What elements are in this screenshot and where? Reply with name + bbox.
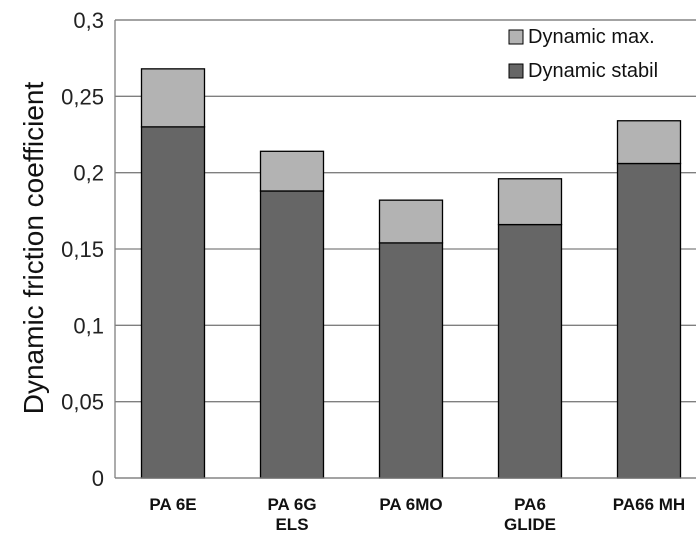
bars-layer <box>140 68 682 479</box>
ticks-layer: 0 0,05 0,1 0,15 0,2 0,25 0,3 PA 6E PA 6G ELS PA 6M… <box>61 8 685 534</box>
x-tick-label-line: PA6 <box>514 495 546 514</box>
x-tick-label: PA66 MH <box>613 495 685 514</box>
legend-label: Dynamic max. <box>528 26 655 48</box>
x-tick-label: PA6 GLIDE <box>504 495 556 534</box>
bar-segment-dynamic-stabil <box>140 126 206 479</box>
bar-segment-dynamic-max <box>497 178 563 226</box>
bar-segment-dynamic-stabil <box>259 190 325 479</box>
x-tick-label-line: PA 6MO <box>379 495 442 514</box>
x-tick-label-line: PA 6E <box>149 495 196 514</box>
y-axis-title: Dynamic friction coefficient <box>18 82 49 415</box>
x-tick-label-line: ELS <box>275 515 308 534</box>
y-tick-label: 0,05 <box>61 390 104 415</box>
y-tick-label: 0,2 <box>73 161 104 186</box>
y-tick-label: 0 <box>92 466 104 491</box>
x-tick-label-line: PA66 MH <box>613 495 685 514</box>
y-tick-label: 0,1 <box>73 313 104 338</box>
bar-segment-dynamic-max <box>259 150 325 192</box>
bar-segment-dynamic-max <box>378 199 444 244</box>
y-tick-label: 0,3 <box>73 8 104 33</box>
x-tick-label-line: GLIDE <box>504 515 556 534</box>
y-tick-label: 0,15 <box>61 237 104 262</box>
legend: Dynamic max. Dynamic stabil <box>508 26 658 82</box>
legend-swatch <box>508 63 524 79</box>
bar-segment-dynamic-stabil <box>616 162 682 479</box>
x-tick-label: PA 6G ELS <box>267 495 316 534</box>
bar-segment-dynamic-max <box>140 68 206 128</box>
bar-segment-dynamic-stabil <box>497 223 563 479</box>
y-tick-label: 0,25 <box>61 84 104 109</box>
axes-layer <box>114 19 696 479</box>
bar-segment-dynamic-stabil <box>378 242 444 479</box>
bar-segment-dynamic-max <box>616 120 682 165</box>
x-tick-label: PA 6E <box>149 495 196 514</box>
x-tick-label-line: PA 6G <box>267 495 316 514</box>
legend-swatch <box>508 29 524 45</box>
legend-label: Dynamic stabil <box>528 60 658 82</box>
x-tick-label: PA 6MO <box>379 495 442 514</box>
